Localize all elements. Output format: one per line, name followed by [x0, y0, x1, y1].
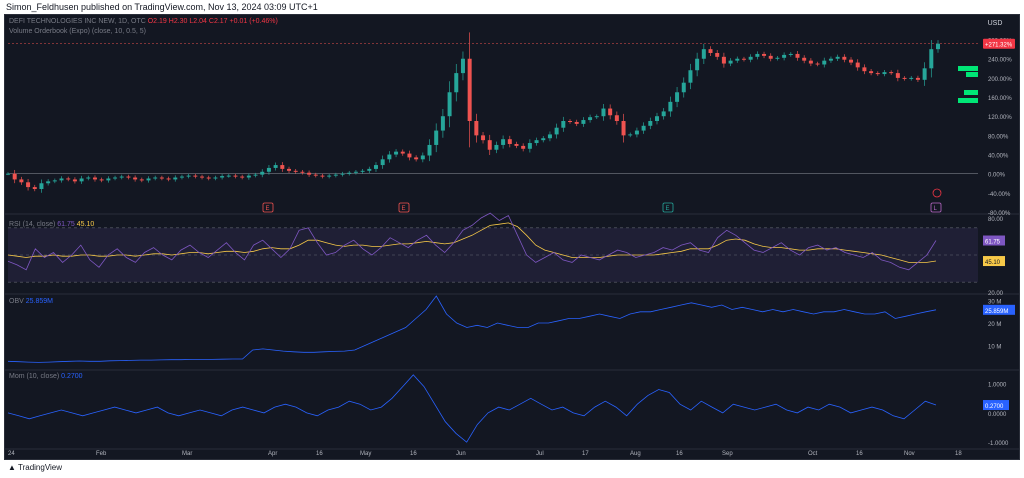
symbol-label: DEFI TECHNOLOGIES INC NEW, 1D, OTC — [9, 18, 146, 25]
tradingview-logo: ▲ TradingView — [8, 463, 62, 472]
low-value: L2.04 — [189, 18, 207, 25]
high-value: H2.30 — [168, 18, 188, 25]
rsi-label: RSI (14, close) — [9, 221, 56, 228]
currency-button[interactable]: USD — [987, 20, 1003, 27]
tradingview-icon: ▲ — [8, 463, 16, 472]
brand-label: TradingView — [18, 463, 63, 472]
obv-label: OBV — [9, 298, 24, 305]
close-value: C2.17 — [208, 18, 228, 25]
mom-label: Mom (10, close) — [9, 373, 60, 380]
publisher-caption: Simon_Feldhusen published on TradingView… — [6, 2, 318, 12]
change-value: +0.01 (+0.46%) — [229, 18, 278, 25]
obv-value: 25.859M — [25, 298, 53, 305]
rsi-value: 61.75 — [57, 221, 75, 228]
main-legend: DEFI TECHNOLOGIES INC NEW, 1D, OTC O2.19… — [9, 18, 278, 25]
rsi-legend: RSI (14, close) 61.75 45.10 — [9, 221, 94, 228]
obv-legend: OBV 25.859M — [9, 298, 53, 305]
indicator-legend: Volume Orderbook (Expo) (close, 10, 0.5,… — [9, 28, 146, 35]
mom-value: 0.2700 — [61, 373, 83, 380]
rsi-ma-value: 45.10 — [76, 221, 95, 228]
chart-area[interactable]: DEFI TECHNOLOGIES INC NEW, 1D, OTC O2.19… — [4, 14, 1020, 460]
open-value: O2.19 — [147, 18, 167, 25]
mom-legend: Mom (10, close) 0.2700 — [9, 373, 83, 380]
